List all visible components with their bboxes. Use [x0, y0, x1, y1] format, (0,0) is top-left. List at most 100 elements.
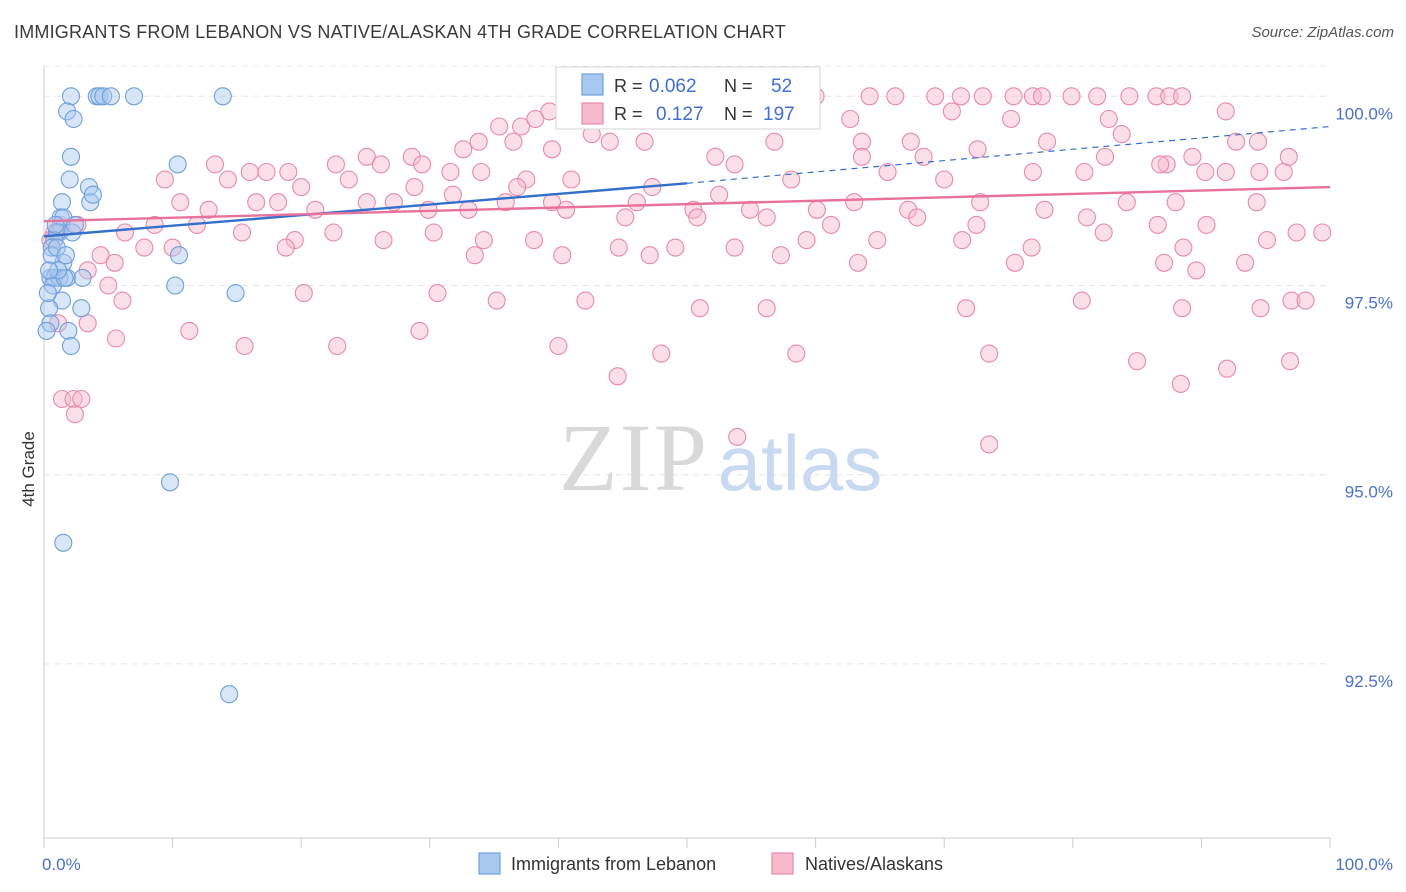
natives-point [285, 231, 304, 250]
natives-point [690, 299, 709, 318]
natives-point [1112, 125, 1131, 144]
natives-point [294, 284, 313, 303]
natives-point [1151, 155, 1170, 174]
natives-point [1005, 253, 1024, 272]
natives-point [1128, 352, 1147, 371]
natives-point [357, 147, 376, 166]
legend-n-value-2: 197 [763, 104, 795, 125]
natives-point [845, 193, 864, 212]
lebanon-point [83, 185, 102, 204]
lebanon-point [213, 87, 232, 106]
lebanon-point [37, 321, 56, 340]
natives-point [1095, 147, 1115, 166]
natives-point [666, 238, 685, 257]
legend-r-value-1: 0.062 [649, 76, 697, 97]
natives-point [852, 132, 871, 151]
natives-point [247, 193, 266, 212]
natives-point [517, 170, 536, 189]
natives-point [1023, 162, 1042, 182]
natives-point [1296, 291, 1315, 310]
lebanon-point [46, 215, 65, 234]
natives-point [973, 87, 992, 106]
legend-item-natives-swatch[interactable] [771, 852, 794, 875]
natives-point [413, 155, 432, 174]
legend-item-lebanon-swatch[interactable] [478, 852, 501, 875]
natives-point [135, 238, 154, 257]
natives-point [1250, 162, 1269, 182]
natives-point [868, 231, 887, 250]
natives-point [1216, 162, 1235, 182]
natives-point [328, 336, 347, 356]
natives-point [886, 87, 905, 106]
natives-point [1248, 132, 1268, 151]
natives-point [576, 291, 595, 310]
natives-point [199, 200, 218, 219]
natives-point [105, 253, 124, 272]
watermark: ZIP atlas [559, 404, 882, 511]
lebanon-point [168, 155, 187, 174]
chart-title: IMMIGRANTS FROM LEBANON VS NATIVE/ALASKA… [14, 22, 786, 42]
natives-point [841, 109, 860, 129]
trend-lines [43, 125, 1331, 238]
natives-point [1216, 102, 1235, 121]
natives-point [1313, 223, 1332, 242]
legend-n-value-1: 52 [771, 76, 792, 97]
natives-point [490, 117, 509, 136]
natives-point [339, 170, 358, 189]
natives-point [771, 246, 790, 265]
natives-point [852, 147, 871, 166]
natives-point [1155, 253, 1174, 272]
legend-r-value-2: 0.127 [656, 104, 704, 125]
natives-point [725, 155, 744, 174]
natives-point [967, 215, 986, 234]
natives-point [688, 208, 707, 227]
natives-point [1187, 261, 1206, 280]
natives-point [553, 246, 572, 265]
natives-point [878, 162, 897, 182]
natives-point [549, 336, 568, 356]
natives-point [616, 208, 635, 227]
lebanon-point [40, 261, 59, 280]
natives-point [757, 208, 776, 227]
natives-point [942, 102, 961, 121]
legend-item-natives[interactable]: Natives/Alaskans [805, 854, 943, 874]
natives-point [232, 223, 252, 242]
lebanon-point [81, 193, 100, 212]
natives-point [914, 147, 933, 166]
lebanon-point [60, 170, 79, 189]
natives-point [765, 132, 784, 151]
natives-point [848, 253, 868, 272]
natives-point [1282, 291, 1301, 310]
lebanon-point [124, 87, 144, 106]
natives-point [557, 200, 576, 219]
natives-point [1147, 87, 1166, 106]
natives-point [410, 321, 429, 340]
series-legend: Immigrants from Lebanon Natives/Alaskans [478, 852, 943, 875]
natives-point [402, 147, 421, 166]
natives-point [980, 435, 999, 454]
legend-n-label-1: N = [724, 76, 753, 96]
natives-point [326, 155, 345, 174]
natives-point [1022, 238, 1041, 257]
natives-point [218, 170, 237, 189]
natives-point [807, 200, 826, 219]
lebanon-point [61, 147, 81, 166]
lebanon-point [38, 284, 57, 303]
lebanon-point [94, 87, 113, 106]
natives-point [609, 238, 628, 257]
natives-point [1171, 374, 1190, 393]
natives-point [1004, 87, 1023, 106]
natives-point [99, 276, 118, 295]
natives-point [627, 193, 646, 212]
legend-item-lebanon[interactable]: Immigrants from Lebanon [511, 854, 716, 874]
natives-point [1274, 162, 1293, 182]
natives-point [980, 344, 999, 363]
natives-point [1183, 147, 1202, 166]
y-tick-labels: 100.0% 97.5% 95.0% 92.5% [1335, 104, 1393, 691]
natives-point [65, 405, 84, 424]
natives-point [526, 109, 545, 129]
natives-point [953, 231, 972, 250]
y-tick-label: 95.0% [1345, 483, 1393, 502]
natives-point [279, 162, 298, 182]
natives-point [106, 329, 126, 348]
